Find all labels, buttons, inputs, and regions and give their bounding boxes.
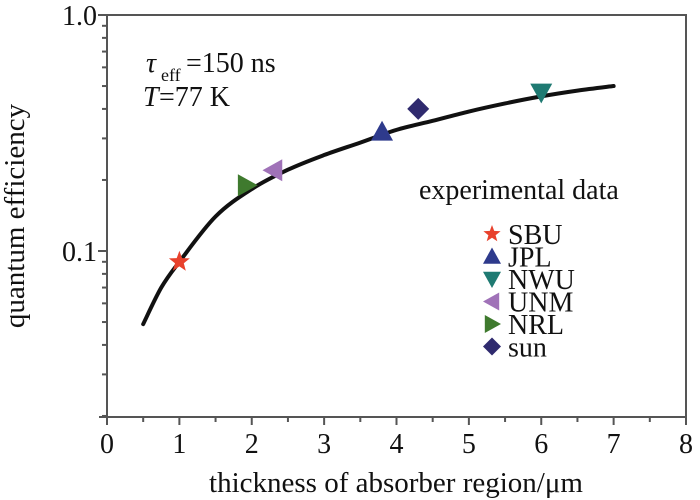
legend-item-sbu: SBU bbox=[483, 220, 562, 251]
data-point-nwu bbox=[530, 83, 553, 104]
x-tick-label: 2 bbox=[245, 429, 259, 460]
tau-value: =150 ns bbox=[186, 48, 276, 79]
x-tick-label: 0 bbox=[100, 429, 114, 460]
x-ticks bbox=[106, 417, 687, 425]
y-tick-labels: 0.1 1.0 bbox=[62, 1, 97, 268]
y-tick-label: 0.1 bbox=[62, 237, 97, 268]
tau-symbol: τ bbox=[146, 48, 157, 79]
legend-marker-sbu bbox=[483, 225, 501, 242]
temp-value: =77 K bbox=[159, 82, 230, 113]
x-tick-label: 3 bbox=[317, 429, 331, 460]
x-tick-label: 1 bbox=[172, 429, 186, 460]
legend-label: NWU bbox=[508, 265, 575, 296]
legend-item-nrl: NRL bbox=[484, 310, 564, 341]
legend-marker-sun bbox=[483, 337, 501, 356]
x-tick-label: 7 bbox=[607, 429, 621, 460]
x-tick-labels: 0 1 2 3 4 5 6 7 8 bbox=[100, 429, 693, 460]
y-axis-label: quantum efficiency bbox=[0, 103, 31, 328]
legend-item-nwu: NWU bbox=[483, 265, 575, 296]
x-tick-label: 4 bbox=[390, 429, 404, 460]
data-point-nrl bbox=[237, 174, 258, 197]
data-point-sun bbox=[407, 97, 430, 120]
x-tick-label: 5 bbox=[462, 429, 476, 460]
legend-marker-unm bbox=[483, 292, 500, 311]
annotation-temperature: T =77 K bbox=[143, 82, 230, 113]
legend-label: NRL bbox=[508, 310, 564, 341]
legend-label: sun bbox=[508, 333, 547, 364]
legend-label: SBU bbox=[508, 220, 562, 251]
annotation-tau: τ eff =150 ns bbox=[146, 48, 276, 85]
legend-marker-nrl bbox=[484, 315, 501, 333]
legend-item-sun: sun bbox=[483, 333, 547, 364]
y-ticks bbox=[98, 14, 107, 417]
legend-title: experimental data bbox=[419, 175, 619, 206]
data-point-jpl bbox=[371, 120, 394, 141]
temp-symbol: T bbox=[143, 82, 161, 113]
legend-label: UNM bbox=[508, 288, 573, 319]
legend-marker-jpl bbox=[483, 247, 501, 264]
tau-subscript: eff bbox=[161, 65, 181, 85]
legend-marker-nwu bbox=[483, 271, 501, 288]
y-tick-label: 1.0 bbox=[62, 1, 97, 32]
x-axis-label: thickness of absorber region/μm bbox=[209, 467, 583, 499]
model-curve bbox=[141, 84, 616, 327]
data-markers bbox=[168, 83, 553, 271]
data-point-unm bbox=[262, 159, 283, 182]
legend-item-jpl: JPL bbox=[483, 243, 552, 274]
data-point-sbu bbox=[168, 250, 190, 271]
legend-item-unm: UNM bbox=[483, 288, 573, 319]
legend-label: JPL bbox=[508, 243, 552, 274]
x-tick-label: 6 bbox=[534, 429, 548, 460]
x-tick-label: 8 bbox=[679, 429, 693, 460]
